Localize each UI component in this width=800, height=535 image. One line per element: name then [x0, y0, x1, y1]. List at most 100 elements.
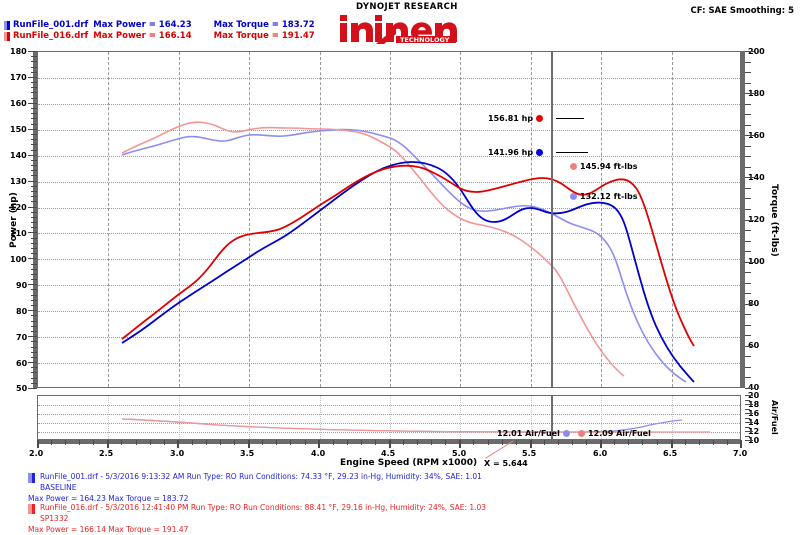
correction-factor-label: CF: SAE Smoothing: 5: [691, 6, 795, 16]
axis-tick: [31, 160, 37, 161]
axis-tick: [745, 167, 751, 168]
run-color-swatch-red: [4, 32, 10, 41]
x-tick-3-5: 3.5: [240, 449, 254, 458]
axis-tick: [31, 269, 37, 270]
axis-tick: [31, 113, 37, 114]
axis-tick: [745, 93, 754, 94]
y-left-tick-140: 140: [10, 151, 27, 160]
x-tick-3-0: 3.0: [170, 449, 184, 458]
axis-tick: [79, 440, 80, 445]
x-tick-6-5: 6.5: [663, 449, 677, 458]
axis-tick: [685, 440, 686, 445]
axis-tick: [31, 372, 37, 373]
y-left-tick-60: 60: [16, 359, 27, 368]
callout-torque-run1: 132.12 ft-lbs: [570, 192, 638, 201]
axis-tick: [31, 87, 37, 88]
axis-tick: [745, 146, 751, 147]
run-legend-1: RunFile_001.drf - 5/3/2016 9:13:32 AM Ru…: [28, 472, 482, 504]
axis-tick: [745, 440, 753, 441]
injen-logo-svg: TECHNOLOGY: [334, 13, 494, 45]
axis-tick: [28, 362, 37, 363]
axis-tick: [31, 217, 37, 218]
axis-tick: [164, 440, 165, 445]
axis-tick: [31, 175, 37, 176]
x-axis-title: Engine Speed (RPM x1000): [340, 458, 477, 468]
axis-tick: [745, 156, 751, 157]
callout-torque-run1-label: 132.12 ft-lbs: [580, 192, 638, 201]
dynojet-research-label: DYNOJET RESEARCH: [334, 2, 494, 12]
axis-tick: [51, 440, 52, 445]
callout-torque-run2-dot: [570, 163, 577, 170]
axis-tick: [745, 395, 753, 396]
axis-tick: [31, 315, 37, 316]
axis-tick: [28, 310, 37, 311]
axis-tick: [745, 135, 754, 136]
run-color-swatch-blue: [4, 21, 10, 30]
axis-tick: [305, 440, 306, 445]
axis-tick: [31, 300, 37, 301]
axis-tick: [745, 83, 751, 84]
axis-tick: [65, 440, 66, 445]
y-left-tick-70: 70: [16, 333, 27, 342]
callout-power-run1-label: 141.96 hp: [488, 148, 533, 157]
axis-tick: [31, 352, 37, 353]
axis-tick: [276, 440, 277, 445]
axis-tick: [31, 144, 37, 145]
axis-tick: [31, 321, 37, 322]
axis-tick: [745, 198, 751, 199]
axis-tick: [31, 331, 37, 332]
cursor-line[interactable]: [551, 52, 553, 387]
axis-tick: [375, 440, 376, 445]
axis-tick: [28, 284, 37, 285]
callout-af-run2-dot: [578, 430, 585, 437]
axis-tick: [31, 264, 37, 265]
callout-leader-2: [556, 152, 588, 153]
axis-tick: [28, 51, 37, 52]
axis-tick: [31, 383, 37, 384]
axis-tick: [516, 440, 517, 445]
axis-tick: [745, 356, 751, 357]
axis-tick: [28, 181, 37, 182]
axis-tick: [31, 170, 37, 171]
axis-tick: [31, 347, 37, 348]
callout-torque-run2-label: 145.94 ft-lbs: [580, 162, 638, 171]
callout-torque-run2: 145.94 ft-lbs: [570, 162, 638, 171]
axis-tick: [431, 440, 432, 445]
run-legend-1-swatch: [28, 473, 35, 483]
axis-tick: [31, 139, 37, 140]
y-right-axis-title: Torque (ft-lbs): [769, 184, 779, 257]
axis-tick: [745, 431, 753, 432]
x-tick-2-5: 2.5: [99, 449, 113, 458]
header-run-row-2: RunFile_016.drf Max Power = 166.14 Max T…: [4, 31, 315, 42]
axis-tick: [745, 388, 754, 389]
axis-tick: [628, 440, 629, 445]
curve-torque-run2: [122, 122, 624, 376]
axis-tick: [262, 440, 263, 445]
run-legend-2-line1: RunFile_016.drf - 5/3/2016 12:41:40 PM R…: [40, 503, 486, 514]
axis-tick: [31, 378, 37, 379]
axis-tick: [745, 304, 754, 305]
run-file-label-2: RunFile_016.drf: [13, 31, 88, 42]
axis-tick: [473, 440, 474, 445]
axis-tick: [31, 67, 37, 68]
axis-tick: [745, 220, 754, 221]
axis-tick: [290, 440, 291, 445]
y-left-tick-180: 180: [10, 47, 27, 56]
y-left-tick-90: 90: [16, 281, 27, 290]
axis-tick: [28, 77, 37, 78]
axis-tick: [614, 440, 615, 445]
axis-tick: [31, 118, 37, 119]
axis-tick: [31, 191, 37, 192]
axis-tick: [31, 201, 37, 202]
axis-tick: [31, 56, 37, 57]
axis-tick: [31, 61, 37, 62]
axis-tick: [745, 62, 751, 63]
axis-tick: [445, 440, 446, 445]
axis-tick: [28, 207, 37, 208]
axis-tick: [745, 400, 750, 401]
axis-tick: [745, 413, 753, 414]
axis-tick: [745, 114, 751, 115]
axis-tick: [745, 230, 751, 231]
x-tick-5-0: 5.0: [452, 449, 466, 458]
